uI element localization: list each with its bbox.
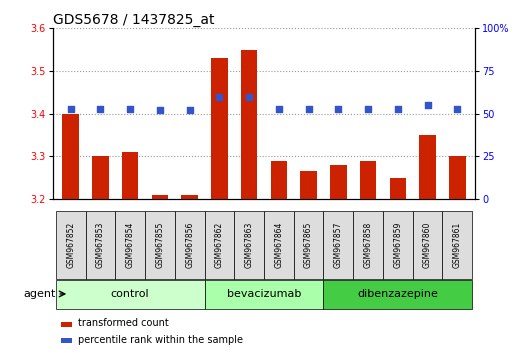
FancyBboxPatch shape	[204, 280, 324, 309]
FancyBboxPatch shape	[86, 211, 115, 279]
FancyBboxPatch shape	[115, 211, 145, 279]
FancyBboxPatch shape	[234, 211, 264, 279]
Point	[245, 94, 253, 99]
FancyBboxPatch shape	[442, 211, 472, 279]
Point	[96, 106, 105, 112]
Text: transformed count: transformed count	[78, 318, 169, 328]
FancyBboxPatch shape	[56, 280, 204, 309]
Point	[67, 106, 75, 112]
FancyBboxPatch shape	[145, 211, 175, 279]
Point	[305, 106, 313, 112]
FancyBboxPatch shape	[204, 211, 234, 279]
Bar	[62, 114, 79, 199]
Text: GSM967857: GSM967857	[334, 222, 343, 268]
Point	[423, 102, 432, 108]
Text: GSM967858: GSM967858	[364, 222, 373, 268]
Point	[394, 106, 402, 112]
Point	[275, 106, 283, 112]
Text: GSM967860: GSM967860	[423, 222, 432, 268]
FancyBboxPatch shape	[175, 211, 204, 279]
Bar	[152, 195, 168, 199]
Point	[215, 94, 223, 99]
Text: GSM967854: GSM967854	[126, 222, 135, 268]
Text: GSM967865: GSM967865	[304, 222, 313, 268]
FancyBboxPatch shape	[383, 211, 413, 279]
Text: control: control	[111, 289, 149, 299]
Text: percentile rank within the sample: percentile rank within the sample	[78, 335, 243, 345]
Bar	[360, 161, 376, 199]
FancyBboxPatch shape	[56, 211, 86, 279]
Bar	[419, 135, 436, 199]
FancyBboxPatch shape	[294, 211, 324, 279]
Bar	[61, 322, 72, 327]
Text: GSM967853: GSM967853	[96, 222, 105, 268]
Text: agent: agent	[23, 289, 56, 299]
Bar	[122, 152, 138, 199]
Point	[334, 106, 343, 112]
Text: GDS5678 / 1437825_at: GDS5678 / 1437825_at	[53, 13, 214, 27]
Bar	[271, 161, 287, 199]
FancyBboxPatch shape	[324, 280, 472, 309]
FancyBboxPatch shape	[264, 211, 294, 279]
Bar	[330, 165, 346, 199]
FancyBboxPatch shape	[353, 211, 383, 279]
Bar	[449, 156, 466, 199]
Text: bevacizumab: bevacizumab	[227, 289, 301, 299]
Bar	[241, 50, 257, 199]
Text: GSM967863: GSM967863	[244, 222, 253, 268]
Text: GSM967856: GSM967856	[185, 222, 194, 268]
Text: GSM967855: GSM967855	[155, 222, 164, 268]
Bar	[182, 195, 198, 199]
Point	[364, 106, 372, 112]
Bar	[92, 156, 109, 199]
Text: GSM967862: GSM967862	[215, 222, 224, 268]
Bar	[300, 171, 317, 199]
Point	[453, 106, 461, 112]
Point	[185, 107, 194, 113]
Bar	[61, 338, 72, 343]
FancyBboxPatch shape	[324, 211, 353, 279]
Text: GSM967859: GSM967859	[393, 222, 402, 268]
FancyBboxPatch shape	[413, 211, 442, 279]
Bar	[390, 178, 406, 199]
Text: GSM967864: GSM967864	[275, 222, 284, 268]
Bar	[211, 58, 228, 199]
Point	[126, 106, 134, 112]
Text: GSM967861: GSM967861	[453, 222, 462, 268]
Point	[156, 107, 164, 113]
Text: GSM967852: GSM967852	[66, 222, 75, 268]
Text: dibenzazepine: dibenzazepine	[357, 289, 438, 299]
